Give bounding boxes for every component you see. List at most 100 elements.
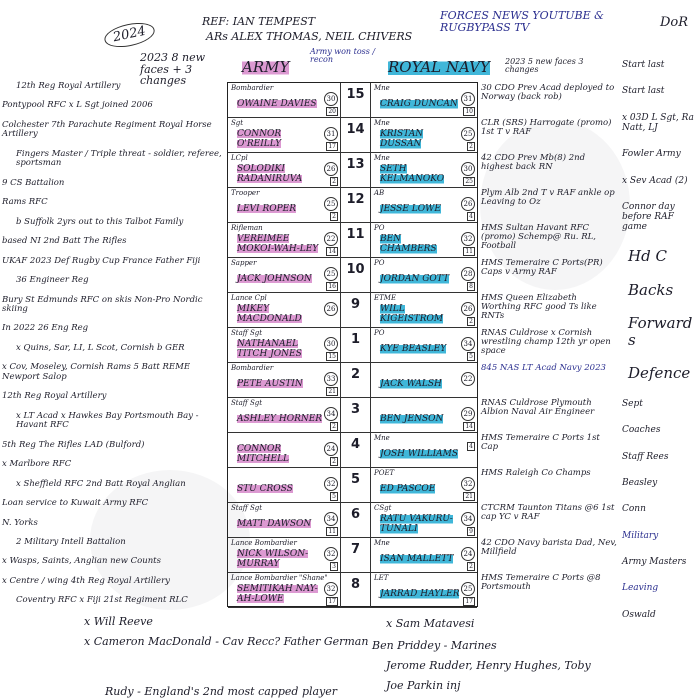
note-line: Forwards xyxy=(628,314,693,349)
army-player-cell: Staff Sgt Ashley Horner 34 2 xyxy=(228,398,341,432)
army-player-caps: 17 xyxy=(326,597,338,606)
army-player-body: Nick Wilson-Murray 32 3 xyxy=(231,547,338,572)
army-player-name-wrap: Semitikah Nay-Ah-Lowe xyxy=(231,584,323,604)
navy-player-name-wrap: Jordan Gott xyxy=(374,273,460,285)
army-player-name: Owaine Davies xyxy=(237,98,317,109)
table-row: Rifleman Vereimee Mokoi-Wah-Ley 22 14 11 PO Be… xyxy=(228,223,477,258)
navy-player-name: Ratu Vakuru-Tunali xyxy=(380,514,453,534)
army-player-age: 25 xyxy=(324,267,338,281)
navy-player-cell: Mne Seth Kelmanoko 30 25 xyxy=(371,153,477,187)
navy-player-caps: 4 xyxy=(467,442,475,451)
note-line: b Suffolk 2yrs out to this Talbot Family xyxy=(16,216,184,227)
army-player-caps: 14 xyxy=(326,247,338,256)
army-player-name: Nathanael Titch Jones xyxy=(237,339,302,359)
note-line: based NI 2nd Batt The Rifles xyxy=(2,236,127,247)
navy-player-name: Jack Walsh xyxy=(380,378,442,389)
table-row: Lance Bombardier Nick Wilson-Murray 32 3 7 Mn… xyxy=(228,538,477,573)
note-line: HMS Temeraire C Ports 1st Cap xyxy=(481,433,600,452)
navy-player-caps: 8 xyxy=(467,282,475,291)
army-player-name: Jack Johnson xyxy=(237,273,312,284)
army-player-rank: Lance Cpl xyxy=(231,294,267,302)
army-player-name: Stu Cross xyxy=(237,483,293,494)
table-row: Staff Sgt Nathanael Titch Jones 30 15 1 PO Kye… xyxy=(228,328,477,363)
note-line: Rudy - England's 2nd most capped player xyxy=(105,685,338,698)
note-line: x Will Reeve xyxy=(84,615,153,628)
army-player-name: Pete Austin xyxy=(237,378,303,389)
army-player-age: 32 xyxy=(324,547,338,561)
navy-player-rank: POET xyxy=(374,469,395,477)
shirt-number: 10 xyxy=(341,258,371,292)
note-line: 42 CDO Prev Mb(8) 2nd highest back RN xyxy=(481,153,586,172)
army-player-age: 22 xyxy=(324,232,338,246)
note-line: Army Masters xyxy=(622,557,687,567)
note-line: HMS Temeraire C Ports @8 Portsmouth xyxy=(481,573,601,592)
note-line: 845 NAS LT Acad Navy 2023 xyxy=(481,363,606,373)
shirt-number: 12 xyxy=(341,188,371,222)
navy-player-name-wrap: Jack Walsh xyxy=(374,378,460,390)
note-line: RNAS Culdrose x Cornish wrestling champ … xyxy=(481,328,611,356)
dor-label: DoR xyxy=(660,15,689,30)
navy-player-name-wrap: Kye Beasley xyxy=(374,343,460,355)
army-player-name-wrap: Vereimee Mokoi-Wah-Ley xyxy=(231,234,323,254)
note-line: x Cov, Moseley, Cornish Rams 5 Batt REME… xyxy=(2,362,191,382)
note-line: HMS Queen Elizabeth Worthing RFC good Ts… xyxy=(481,293,597,321)
navy-player-name-wrap: Jarrad Hayler xyxy=(374,588,460,600)
navy-player-body: Ratu Vakuru-Tunali 34 9 xyxy=(374,512,475,537)
navy-player-name: Ben Jenson xyxy=(380,413,444,424)
navy-player-cell: Jack Walsh 22 xyxy=(371,363,477,397)
shirt-number: 1 xyxy=(341,328,371,362)
note-line: x Wasps, Saints, Anglian new Counts xyxy=(2,556,161,567)
navy-player-cell: POET Ed Pascoe 32 21 xyxy=(371,468,477,502)
army-player-name: Nick Wilson-Murray xyxy=(237,549,309,569)
shirt-number: 13 xyxy=(341,153,371,187)
army-player-cell: Sgt Connor O'Reilly 31 17 xyxy=(228,118,341,152)
navy-player-rank: PO xyxy=(374,224,385,232)
navy-player-badges: 29 14 xyxy=(460,407,475,431)
navy-player-age: 25 xyxy=(461,127,475,141)
shirt-number: 9 xyxy=(341,293,371,327)
navy-player-name-wrap: Ben Chambers xyxy=(374,234,460,254)
army-player-age: 30 xyxy=(324,337,338,351)
army-player-rank: Staff Sgt xyxy=(231,399,263,407)
navy-player-badges: 4 xyxy=(460,442,475,451)
army-player-rank xyxy=(231,469,338,477)
shirt-number: 2 xyxy=(341,363,371,397)
navy-player-body: Ed Pascoe 32 21 xyxy=(374,477,475,502)
army-player-cell: Sapper Jack Johnson 25 16 xyxy=(228,258,341,292)
army-player-body: Connor O'Reilly 31 17 xyxy=(231,127,338,152)
note-line: Rams RFC xyxy=(2,197,48,208)
navy-player-body: Jesse Lowe 26 4 xyxy=(374,197,475,222)
army-player-rank: Sapper xyxy=(231,259,257,267)
navy-player-cell: LET Jarrad Hayler 25 17 xyxy=(371,573,477,607)
navy-player-age: 31 xyxy=(461,92,475,106)
army-player-cell: Staff Sgt Matt Dawson 34 11 xyxy=(228,503,341,537)
navy-player-rank: LET xyxy=(374,574,389,582)
navy-team-title: ROYAL NAVY xyxy=(388,58,490,76)
army-player-badges: 26 xyxy=(323,302,338,316)
navy-player-name: Kristan Dussan xyxy=(380,129,424,149)
army-player-caps: 11 xyxy=(326,527,338,536)
army-player-body: Mikey MacDonald 26 xyxy=(231,302,338,327)
army-player-cell: Connor Mitchell 24 2 xyxy=(228,433,341,467)
note-line: Bury St Edmunds RFC on skis Non-Pro Nord… xyxy=(2,294,203,315)
army-player-badges: 24 2 xyxy=(323,442,338,466)
note-line: 30 CDO Prev Acad deployed to Norway (bac… xyxy=(481,83,615,102)
army-notes: 12th Reg Royal Artillery Pontypool RFC x … xyxy=(2,81,224,606)
army-player-name-wrap: Connor O'Reilly xyxy=(231,129,323,149)
army-player-rank: Rifleman xyxy=(231,224,263,232)
note-line: RNAS Culdrose Plymouth Albion Naval Air … xyxy=(481,398,595,417)
navy-player-badges: 32 11 xyxy=(460,232,475,256)
navy-player-body: Ben Jenson 29 14 xyxy=(374,407,475,432)
army-player-badges: 22 14 xyxy=(323,232,338,256)
army-player-cell: LCpl Solodiki Radaniruva 26 2 xyxy=(228,153,341,187)
note-line: HMS Raleigh Co Champs xyxy=(481,468,591,478)
navy-player-name-wrap: Seth Kelmanoko xyxy=(374,164,460,184)
note-line: UKAF 2023 Def Rugby Cup France Father Fi… xyxy=(2,255,201,266)
navy-player-cell: Mne Josh Williams 4 xyxy=(371,433,477,467)
note-line: 9 CS Battalion xyxy=(2,177,65,188)
navy-player-name: Craig Duncan xyxy=(380,98,458,109)
army-player-age: 30 xyxy=(324,92,338,106)
navy-player-caps: 4 xyxy=(467,212,475,221)
army-player-rank: Sgt xyxy=(231,119,244,127)
margin-notes: Start last Start last x 03D L Sgt, Ra Natt… xyxy=(622,60,698,620)
